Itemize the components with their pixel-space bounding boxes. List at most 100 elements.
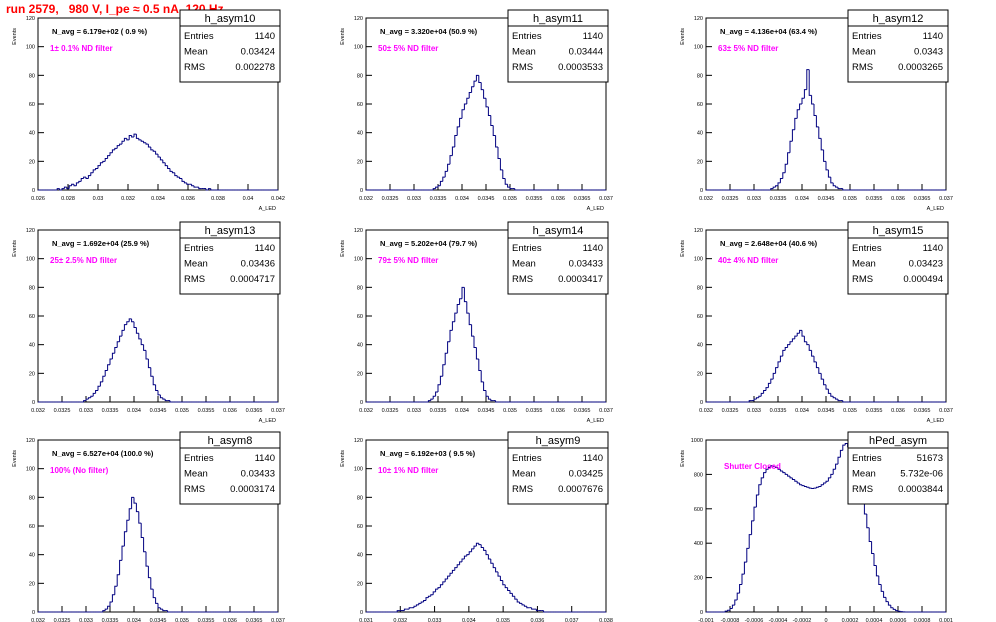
histogram-bin bbox=[169, 168, 173, 172]
stats-key: Mean bbox=[512, 47, 536, 58]
histogram-bin bbox=[837, 456, 841, 465]
x-tick-label: 0.034 bbox=[455, 196, 469, 202]
x-tick-label: 0.034 bbox=[455, 408, 469, 414]
histogram-panel-h_asym15: 0 20 40 60 80 100 120 Events 0.032 0.0325 0.033 0.0… bbox=[680, 221, 953, 424]
histogram-bin bbox=[478, 359, 482, 371]
histogram-bin bbox=[459, 298, 462, 305]
histogram-bin bbox=[138, 138, 142, 141]
histogram-bin bbox=[871, 541, 874, 555]
y-tick-label: 0 bbox=[700, 610, 703, 616]
filter-annotation: 50± 5% ND filter bbox=[378, 44, 438, 53]
histogram-bin bbox=[430, 594, 434, 597]
histogram-bin bbox=[772, 372, 776, 380]
x-tick-label: 0.0345 bbox=[478, 196, 495, 202]
histogram-bin bbox=[439, 584, 443, 588]
navg-label: N_avg = 6.527e+04 (100.0 %) bbox=[52, 449, 154, 458]
x-tick-label: 0.034 bbox=[462, 618, 476, 622]
stats-value: 0.0003417 bbox=[558, 274, 603, 285]
y-tick-label: 100 bbox=[694, 45, 703, 51]
histogram-bin bbox=[787, 152, 790, 165]
x-tick-label: 0.0365 bbox=[914, 408, 931, 414]
histogram-bin bbox=[78, 180, 82, 183]
histogram-panel-h_asym9: 0 20 40 60 80 100 120 Events 0.031 0.032 0.033 0.03… bbox=[340, 431, 613, 622]
histogram-bin bbox=[806, 486, 810, 488]
y-axis-label: Events bbox=[680, 450, 686, 467]
histogram-bin bbox=[121, 545, 125, 561]
histogram-bin bbox=[116, 145, 120, 149]
x-tick-label: 0.0004 bbox=[866, 618, 883, 622]
histogram-bin bbox=[169, 400, 173, 403]
x-tick-label: 0.0335 bbox=[770, 196, 787, 202]
histogram-bin bbox=[495, 400, 498, 403]
histogram-bin bbox=[815, 486, 819, 489]
navg-label: N_avg = 3.320e+04 (50.9 %) bbox=[380, 27, 478, 36]
x-tick-label: 0.036 bbox=[891, 408, 905, 414]
stats-value: 0.0003265 bbox=[898, 62, 943, 73]
histogram-bin bbox=[95, 390, 98, 394]
histogram-bin bbox=[131, 135, 134, 138]
histogram-bin bbox=[468, 551, 472, 555]
histogram-bin bbox=[495, 567, 498, 573]
x-tick-label: 0.036 bbox=[551, 408, 565, 414]
x-tick-label: 0.0335 bbox=[102, 408, 119, 414]
histogram-bin bbox=[791, 477, 795, 481]
y-tick-label: 20 bbox=[29, 371, 35, 377]
stats-box bbox=[179, 9, 281, 83]
y-tick-label: 0 bbox=[700, 400, 703, 406]
x-tick-label: 0.033 bbox=[407, 408, 421, 414]
histogram-bin bbox=[133, 497, 137, 504]
histogram-bin bbox=[92, 169, 96, 173]
histogram-bin bbox=[143, 537, 146, 553]
histogram-bin bbox=[121, 329, 125, 337]
stats-key: Entries bbox=[512, 453, 542, 464]
histogram-bin bbox=[480, 82, 484, 91]
histogram-bin bbox=[121, 140, 125, 145]
histogram-bin bbox=[897, 610, 901, 612]
histogram-bin bbox=[449, 329, 453, 342]
histogram-bin bbox=[435, 186, 438, 189]
histogram-bin bbox=[451, 146, 455, 156]
x-tick-label: 0.032 bbox=[121, 196, 135, 202]
y-tick-label: 60 bbox=[357, 314, 363, 320]
histogram-bin bbox=[439, 375, 443, 385]
histogram-bin bbox=[135, 327, 139, 334]
stats-box bbox=[179, 431, 281, 505]
y-axis-label: Events bbox=[680, 28, 686, 45]
histogram-bin bbox=[799, 329, 802, 334]
histogram-bin bbox=[806, 69, 810, 90]
stats-title: h_asym10 bbox=[205, 13, 256, 25]
histogram-bin bbox=[99, 162, 103, 166]
histogram-bin bbox=[808, 344, 812, 351]
x-tick-label: 0.034 bbox=[127, 618, 141, 622]
histogram-bin bbox=[736, 592, 740, 600]
histogram-bin bbox=[842, 444, 846, 451]
stats-key: RMS bbox=[184, 274, 205, 285]
histogram-bin bbox=[770, 465, 774, 468]
histogram-bin bbox=[514, 188, 518, 191]
histogram-bin bbox=[128, 318, 132, 322]
histogram-bin bbox=[442, 581, 446, 585]
histogram-bin bbox=[461, 109, 465, 119]
histogram-bin bbox=[791, 338, 795, 342]
histogram-bin bbox=[813, 104, 817, 116]
x-tick-label: 0.033 bbox=[747, 196, 761, 202]
y-tick-label: 20 bbox=[29, 159, 35, 165]
stats-value: 1140 bbox=[583, 243, 603, 254]
histogram-bin bbox=[478, 543, 482, 546]
x-tick-label: 0.0345 bbox=[478, 408, 495, 414]
histogram-bin bbox=[480, 370, 484, 383]
histogram-bin bbox=[87, 397, 91, 400]
histogram-bin bbox=[825, 480, 829, 483]
histogram-bin bbox=[56, 188, 60, 190]
stats-value: 0.03436 bbox=[241, 259, 275, 270]
x-tick-label: 0.0006 bbox=[890, 618, 907, 622]
histogram-bin bbox=[507, 587, 510, 591]
x-tick-label: 0.0325 bbox=[54, 618, 71, 622]
histogram-bin bbox=[808, 69, 812, 96]
y-tick-label: 20 bbox=[697, 159, 703, 165]
y-tick-label: 100 bbox=[26, 257, 35, 263]
x-tick-label: 0.031 bbox=[359, 618, 373, 622]
stats-value: 1140 bbox=[583, 453, 603, 464]
histogram-bin bbox=[427, 400, 431, 402]
histogram-bin bbox=[114, 585, 118, 595]
